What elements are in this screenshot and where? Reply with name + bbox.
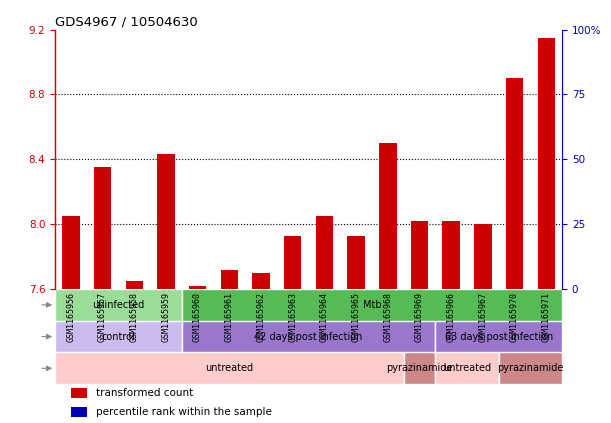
Point: [98, 78, 108, 85]
Point: [320, 122, 329, 129]
Bar: [284, 236, 301, 289]
Text: Mtb: Mtb: [363, 300, 381, 310]
Point: [383, 99, 393, 106]
Point: [288, 109, 298, 116]
Text: transformed count: transformed count: [96, 388, 194, 398]
Point: [415, 104, 425, 111]
Bar: [474, 224, 492, 289]
Bar: [435, 321, 562, 352]
Bar: [538, 38, 555, 289]
Text: control: control: [101, 332, 135, 342]
Bar: [499, 352, 562, 384]
Text: 42 days post infection: 42 days post infection: [254, 332, 363, 342]
Bar: [379, 143, 397, 289]
Bar: [316, 216, 333, 289]
Bar: [348, 236, 365, 289]
Text: 63 days post infection: 63 days post infection: [445, 332, 553, 342]
Bar: [182, 321, 435, 352]
Bar: [55, 289, 182, 321]
Point: [478, 125, 488, 132]
Bar: [182, 289, 562, 321]
Bar: [157, 154, 175, 289]
Text: percentile rank within the sample: percentile rank within the sample: [96, 407, 272, 417]
Bar: [221, 269, 238, 289]
Bar: [506, 78, 523, 289]
Point: [351, 130, 361, 137]
Point: [510, 91, 519, 98]
Bar: [252, 273, 269, 289]
Point: [541, 83, 551, 90]
Point: [161, 73, 171, 80]
Text: GDS4967 / 10504630: GDS4967 / 10504630: [55, 16, 198, 28]
Text: untreated: untreated: [443, 363, 491, 374]
Point: [256, 104, 266, 111]
Bar: [404, 352, 436, 384]
Point: [224, 104, 234, 111]
Text: untreated: untreated: [205, 363, 254, 374]
Point: [446, 125, 456, 132]
Bar: [442, 221, 460, 289]
Bar: [94, 168, 111, 289]
Bar: [435, 352, 499, 384]
Bar: [55, 321, 182, 352]
Text: pyrazinamide: pyrazinamide: [497, 363, 563, 374]
Point: [192, 117, 202, 124]
Bar: [55, 352, 404, 384]
Text: pyrazinamide: pyrazinamide: [386, 363, 453, 374]
Point: [66, 91, 76, 98]
Bar: [411, 221, 428, 289]
Bar: [189, 286, 207, 289]
Point: [130, 112, 139, 118]
Bar: [62, 216, 79, 289]
Text: uninfected: uninfected: [92, 300, 145, 310]
Bar: [71, 407, 87, 417]
Bar: [71, 387, 87, 398]
Bar: [125, 281, 143, 289]
